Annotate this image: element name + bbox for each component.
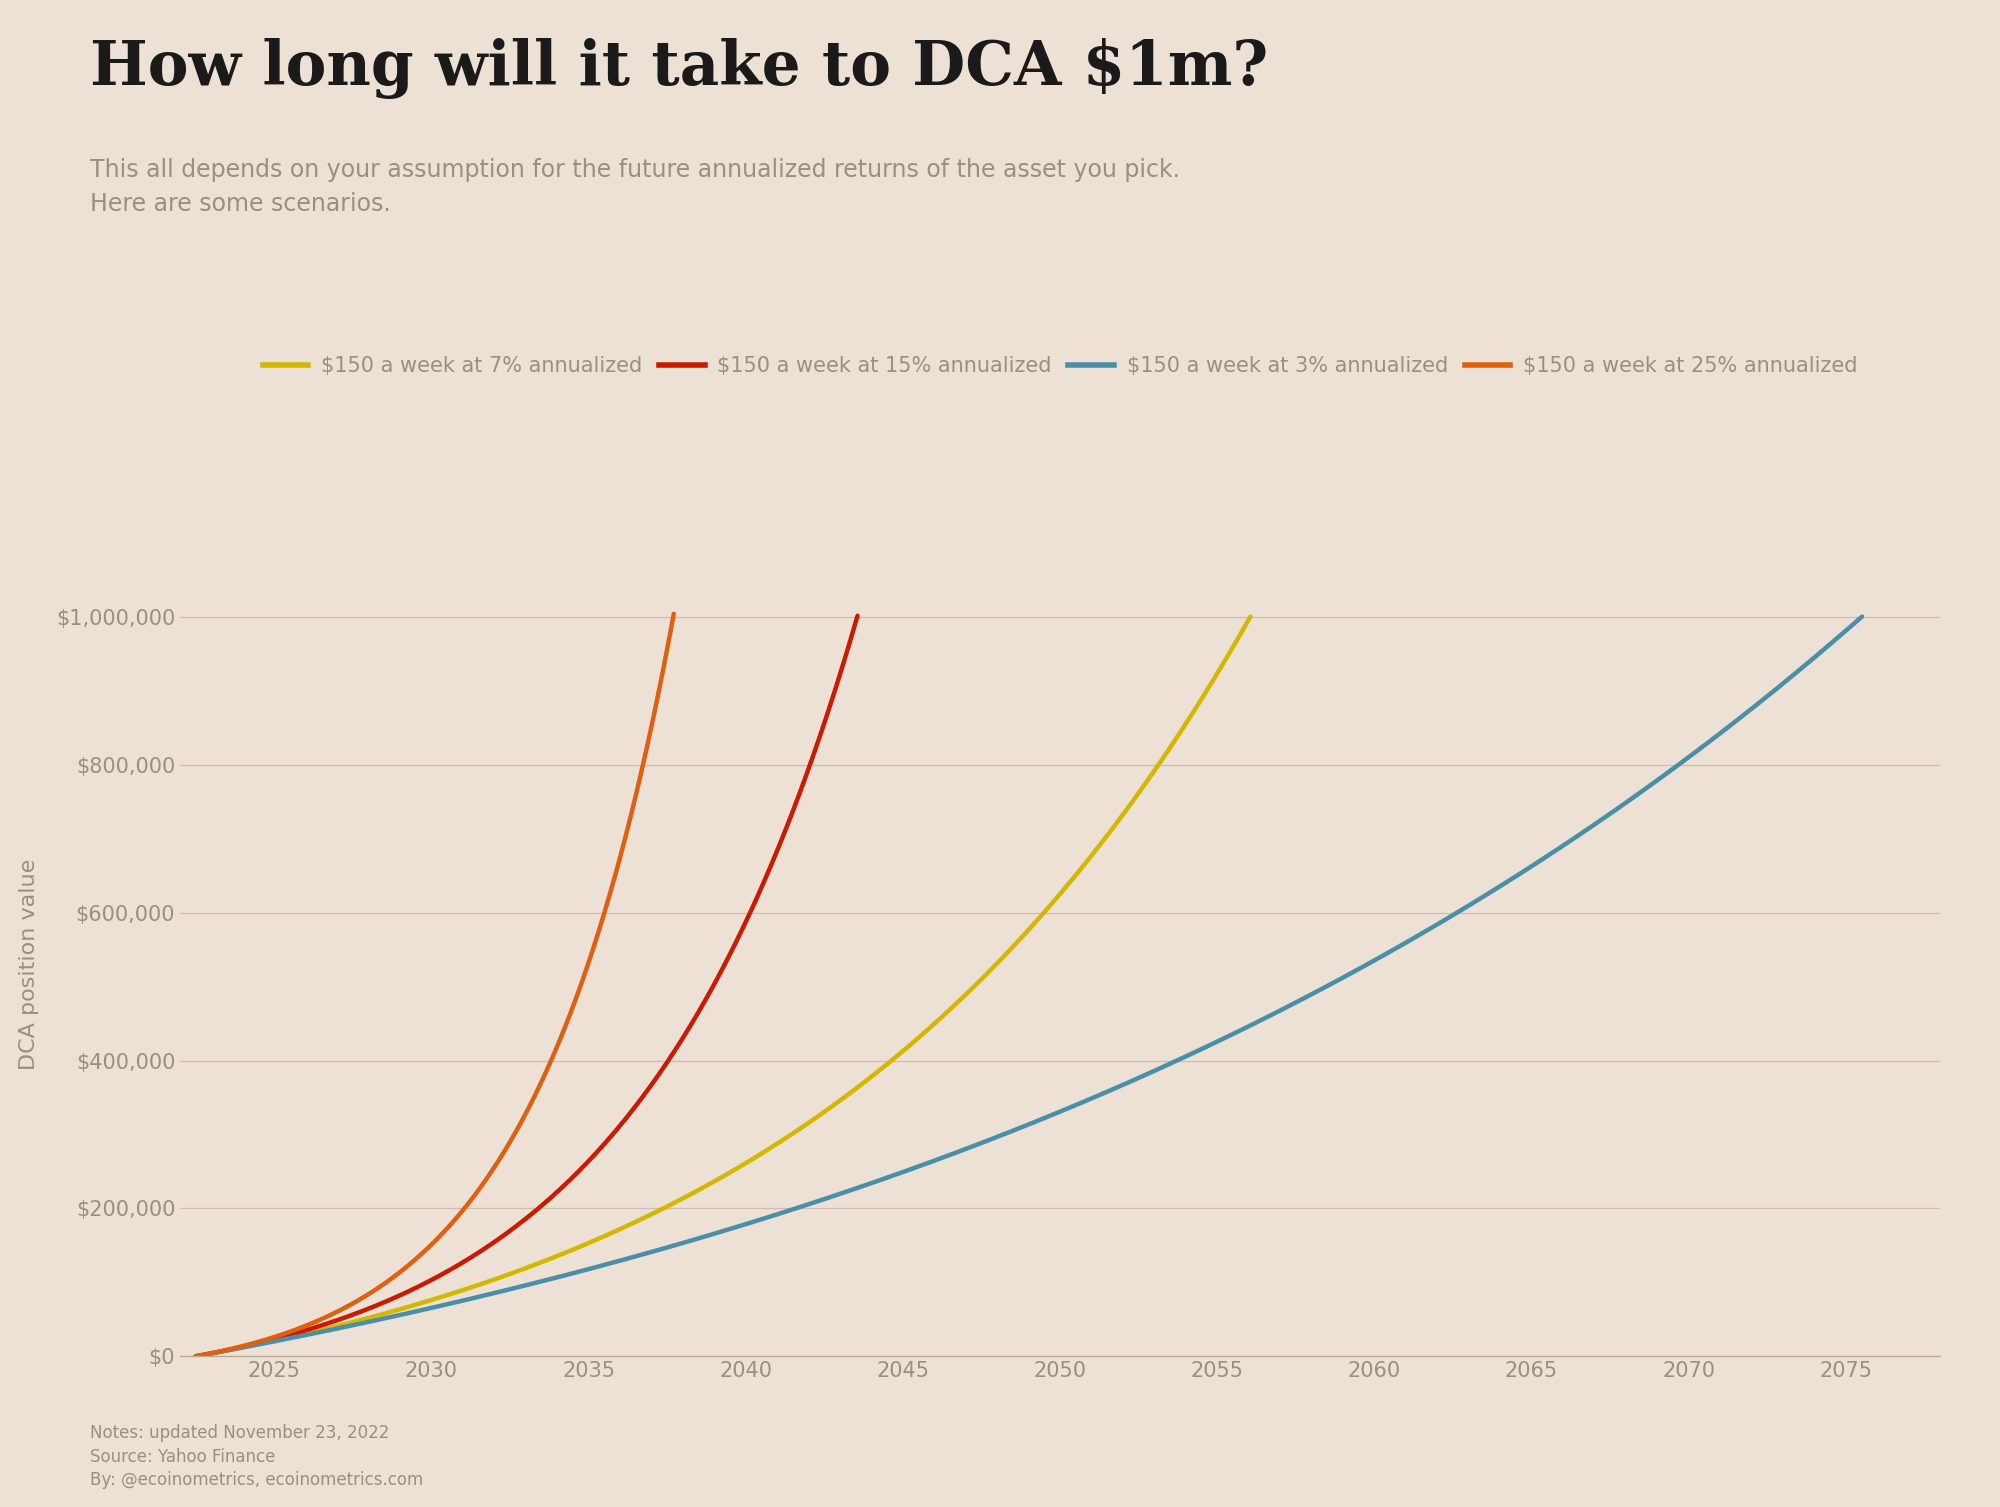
Text: Notes: updated November 23, 2022
Source: Yahoo Finance
By: @ecoinometrics, ecoin: Notes: updated November 23, 2022 Source:…: [90, 1424, 424, 1489]
Text: This all depends on your assumption for the future annualized returns of the ass: This all depends on your assumption for …: [90, 158, 1180, 216]
Text: How long will it take to DCA $1m?: How long will it take to DCA $1m?: [90, 38, 1268, 98]
Legend: $150 a week at 7% annualized, $150 a week at 15% annualized, $150 a week at 3% a: $150 a week at 7% annualized, $150 a wee…: [254, 348, 1866, 384]
Y-axis label: DCA position value: DCA position value: [20, 859, 40, 1070]
